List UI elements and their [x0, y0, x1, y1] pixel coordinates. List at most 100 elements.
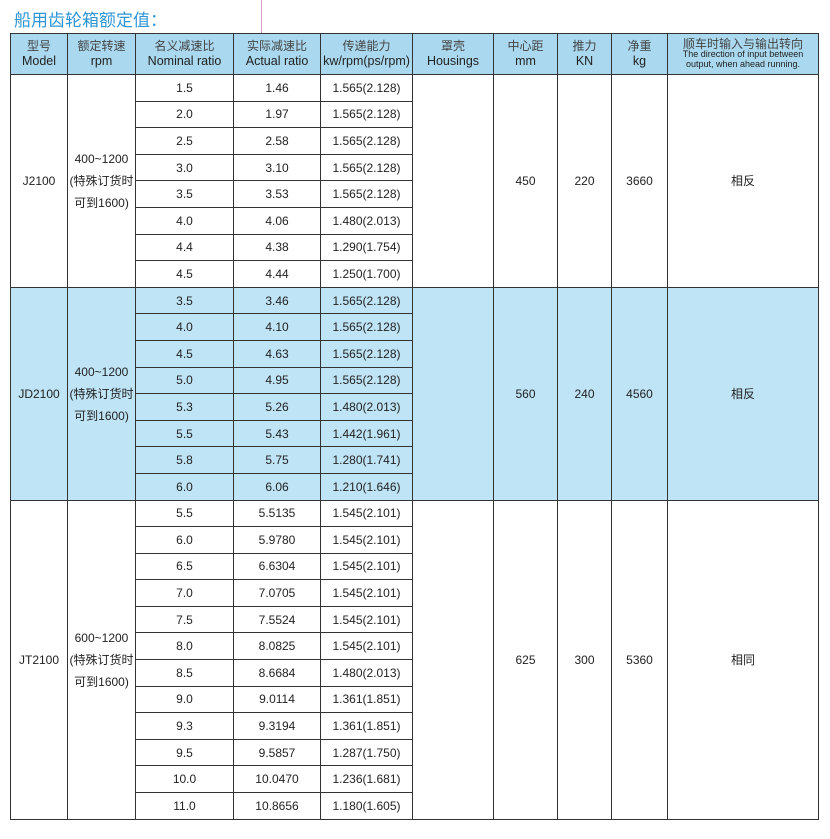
direction-cell: 相反 — [667, 286, 819, 501]
transmission-capacity-cell: 1.480(2.013) — [320, 393, 413, 421]
column-header: 传递能力 kw/rpm(ps/rpm) — [320, 33, 413, 75]
header-en: Housings — [426, 54, 480, 68]
actual-ratio-cell: 2.58 — [233, 127, 321, 155]
table-row: 4.5 4.63 1.565(2.128) — [11, 339, 819, 368]
rpm-line: 可到1600) — [74, 408, 129, 423]
actual-ratio-cell: 9.3194 — [233, 712, 321, 740]
table-row: 4.0 4.06 1.480(2.013) — [11, 206, 819, 235]
actual-ratio-cell: 5.43 — [233, 419, 321, 448]
rpm-line: (特殊订货时 — [69, 652, 134, 667]
nominal-ratio-cell: 4.0 — [135, 206, 234, 235]
transmission-capacity-cell: 1.565(2.128) — [320, 286, 413, 315]
thrust-cell: 220 — [557, 74, 612, 288]
model-cell: JT2100 — [10, 499, 68, 820]
header-en: Nominal ratio — [147, 54, 222, 68]
center-distance-cell: 625 — [493, 499, 558, 820]
header-cn: 名义减速比 — [154, 39, 215, 53]
nominal-ratio-cell: 7.0 — [135, 579, 234, 607]
table-row: 10.0 10.0470 1.236(1.681) — [11, 765, 819, 794]
nominal-ratio-cell: 3.5 — [135, 180, 234, 208]
table-row: 11.0 10.8656 1.180(1.605) — [11, 792, 819, 820]
header-en: rpm — [90, 54, 113, 68]
transmission-capacity-cell: 1.480(2.013) — [320, 206, 413, 235]
header-cn: 实际减速比 — [246, 39, 307, 53]
transmission-capacity-cell: 1.565(2.128) — [320, 153, 413, 182]
weight-cell: 3660 — [611, 74, 668, 288]
table-row: 3.0 3.10 1.565(2.128) — [11, 153, 819, 182]
table-row: 6.0 5.9780 1.545(2.101) — [11, 526, 819, 554]
table-row: 4.5 4.44 1.250(1.700) — [11, 260, 819, 288]
header-en: The direction of input between output, w… — [682, 49, 804, 69]
nominal-ratio-cell: 8.5 — [135, 659, 234, 687]
rpm-cell: 400~1200 (特殊订货时 可到1600) — [67, 286, 136, 501]
rpm-line: 600~1200 — [74, 630, 129, 645]
actual-ratio-cell: 4.44 — [233, 260, 321, 288]
nominal-ratio-cell: 4.5 — [135, 339, 234, 368]
nominal-ratio-cell: 8.0 — [135, 632, 234, 661]
transmission-capacity-cell: 1.250(1.700) — [320, 260, 413, 288]
header-cn: 额定转速 — [77, 39, 126, 53]
header-cn: 推力 — [572, 39, 597, 53]
actual-ratio-cell: 9.0114 — [233, 685, 321, 714]
transmission-capacity-cell: 1.280(1.741) — [320, 446, 413, 474]
rpm-cell: 600~1200 (特殊订货时 可到1600) — [67, 499, 136, 820]
nominal-ratio-cell: 9.5 — [135, 738, 234, 767]
transmission-capacity-cell: 1.545(2.101) — [320, 605, 413, 634]
nominal-ratio-cell: 6.0 — [135, 526, 234, 554]
thrust-cell: 300 — [557, 499, 612, 820]
nominal-ratio-cell: 6.0 — [135, 472, 234, 501]
actual-ratio-cell: 8.0825 — [233, 632, 321, 661]
table-row: 9.3 9.3194 1.361(1.851) — [11, 712, 819, 740]
header-en: kg — [632, 54, 647, 68]
actual-ratio-cell: 9.5857 — [233, 738, 321, 767]
actual-ratio-cell: 3.46 — [233, 286, 321, 315]
transmission-capacity-cell: 1.442(1.961) — [320, 419, 413, 448]
transmission-capacity-cell: 1.545(2.101) — [320, 499, 413, 528]
nominal-ratio-cell: 4.5 — [135, 260, 234, 288]
actual-ratio-cell: 1.46 — [233, 74, 321, 102]
table-row: 2.5 2.58 1.565(2.128) — [11, 127, 819, 155]
transmission-capacity-cell: 1.565(2.128) — [320, 180, 413, 208]
transmission-capacity-cell: 1.565(2.128) — [320, 127, 413, 155]
nominal-ratio-cell: 11.0 — [135, 792, 234, 820]
header-en: KN — [575, 54, 594, 68]
actual-ratio-cell: 5.5135 — [233, 499, 321, 528]
rpm-line: 400~1200 — [74, 364, 129, 379]
column-header: 型号 Model — [10, 33, 68, 75]
column-header: 推力 KN — [557, 33, 612, 75]
actual-ratio-cell: 4.95 — [233, 366, 321, 395]
housings-cell — [412, 74, 494, 288]
actual-ratio-cell: 4.63 — [233, 339, 321, 368]
nominal-ratio-cell: 3.5 — [135, 286, 234, 315]
actual-ratio-cell: 5.26 — [233, 393, 321, 421]
table-row: 5.5 5.43 1.442(1.961) — [11, 419, 819, 448]
actual-ratio-cell: 7.5524 — [233, 605, 321, 634]
nominal-ratio-cell: 6.5 — [135, 552, 234, 581]
header-cn: 中心距 — [507, 39, 544, 53]
actual-ratio-cell: 3.53 — [233, 180, 321, 208]
transmission-capacity-cell: 1.287(1.750) — [320, 738, 413, 767]
actual-ratio-cell: 7.0705 — [233, 579, 321, 607]
actual-ratio-cell: 4.06 — [233, 206, 321, 235]
transmission-capacity-cell: 1.545(2.101) — [320, 579, 413, 607]
table-row: 5.0 4.95 1.565(2.128) — [11, 366, 819, 395]
nominal-ratio-cell: 7.5 — [135, 605, 234, 634]
table-row: JT2100 600~1200 (特殊订货时 可到1600) 5.5 5.5135 1.54… — [10, 499, 819, 820]
column-header: 中心距 mm — [493, 33, 558, 75]
rpm-line: 可到1600) — [74, 195, 129, 210]
transmission-capacity-cell: 1.180(1.605) — [320, 792, 413, 820]
table-row: 5.8 5.75 1.280(1.741) — [11, 446, 819, 474]
thrust-cell: 240 — [557, 286, 612, 501]
column-header: 实际减速比 Actual ratio — [233, 33, 321, 75]
header-row: 型号 Model 额定转速 rpm 名义减速比 Nominal ratio 实际减速比 Act… — [10, 33, 819, 75]
transmission-capacity-cell: 1.565(2.128) — [320, 74, 413, 102]
column-header: 名义减速比 Nominal ratio — [135, 33, 234, 75]
housings-cell — [412, 286, 494, 501]
nominal-ratio-cell: 9.0 — [135, 685, 234, 714]
direction-cell: 相同 — [667, 499, 819, 820]
header-en: Model — [21, 54, 57, 68]
header-cn: 净重 — [627, 39, 652, 53]
table-row: 8.5 8.6684 1.480(2.013) — [11, 659, 819, 687]
nominal-ratio-cell: 1.5 — [135, 74, 234, 102]
nominal-ratio-cell: 4.0 — [135, 313, 234, 341]
